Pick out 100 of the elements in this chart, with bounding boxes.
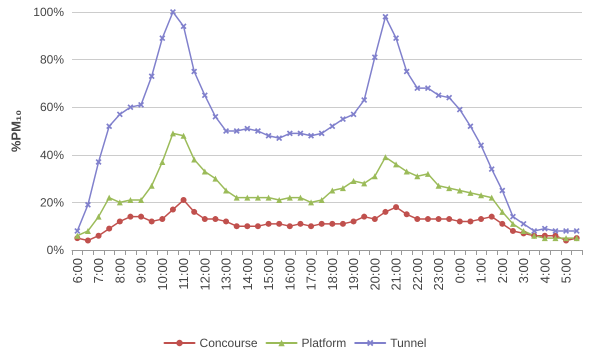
point bbox=[127, 104, 134, 110]
point bbox=[170, 130, 176, 136]
point bbox=[350, 111, 357, 118]
point bbox=[116, 111, 123, 118]
x-tick-label: 6:00 bbox=[70, 258, 85, 284]
point bbox=[361, 97, 368, 104]
point bbox=[191, 156, 198, 163]
point bbox=[424, 170, 431, 177]
point bbox=[456, 218, 463, 224]
point bbox=[446, 94, 452, 101]
y-tick-label: 20% bbox=[40, 195, 64, 210]
point bbox=[223, 128, 230, 134]
point bbox=[382, 154, 388, 160]
point bbox=[212, 216, 218, 222]
point bbox=[340, 220, 346, 227]
point bbox=[350, 218, 357, 224]
point bbox=[467, 190, 474, 196]
point bbox=[488, 166, 495, 172]
point bbox=[127, 214, 134, 220]
point bbox=[318, 197, 325, 204]
x-tick-label: 18:00 bbox=[324, 258, 340, 291]
point bbox=[499, 220, 506, 227]
point bbox=[382, 14, 388, 20]
y-tick-label: 60% bbox=[40, 100, 64, 114]
point bbox=[488, 194, 495, 201]
point bbox=[170, 9, 176, 15]
x-tick-label: 0:00 bbox=[452, 258, 468, 284]
x-tick-label: 13:00 bbox=[218, 258, 234, 291]
point bbox=[234, 194, 240, 201]
x-tick-label: 21:00 bbox=[388, 258, 404, 291]
y-tick-label: 80% bbox=[40, 52, 64, 67]
point bbox=[372, 216, 378, 222]
x-tick-label: 23:00 bbox=[431, 258, 446, 291]
point bbox=[138, 102, 144, 108]
legend-label: Platform bbox=[302, 336, 346, 350]
x-tick-label: 5:00 bbox=[558, 258, 574, 284]
point bbox=[297, 130, 304, 136]
point bbox=[372, 173, 378, 180]
point bbox=[244, 194, 250, 201]
point bbox=[520, 228, 527, 234]
y-tick-label: 0% bbox=[46, 243, 64, 257]
point bbox=[254, 128, 261, 134]
point bbox=[254, 223, 261, 230]
point bbox=[148, 73, 155, 80]
point bbox=[170, 206, 176, 213]
point bbox=[127, 197, 134, 204]
point bbox=[329, 123, 336, 130]
point bbox=[180, 132, 187, 139]
legend-label: Tunnel bbox=[390, 336, 426, 350]
point bbox=[116, 218, 123, 224]
point bbox=[478, 216, 484, 222]
point bbox=[286, 194, 293, 201]
point bbox=[318, 220, 325, 227]
point bbox=[393, 35, 400, 42]
x-tick-label: 20:00 bbox=[367, 258, 382, 291]
x-tick-label: 7:00 bbox=[91, 258, 106, 284]
point bbox=[404, 168, 410, 174]
point bbox=[361, 180, 368, 186]
point bbox=[191, 68, 198, 74]
point bbox=[159, 216, 166, 222]
point bbox=[393, 204, 400, 210]
x-tick-label: 2:00 bbox=[494, 258, 510, 284]
point bbox=[96, 158, 102, 165]
point bbox=[340, 116, 346, 122]
point bbox=[74, 232, 80, 239]
point bbox=[84, 228, 91, 234]
x-tick-label: 3:00 bbox=[516, 258, 532, 284]
point bbox=[286, 130, 293, 136]
point bbox=[404, 211, 410, 218]
point bbox=[148, 182, 155, 189]
point bbox=[297, 220, 304, 227]
point bbox=[488, 214, 495, 220]
point bbox=[308, 132, 314, 139]
x-tick-label: 16:00 bbox=[282, 258, 298, 291]
point bbox=[574, 228, 580, 234]
point bbox=[276, 220, 282, 227]
point bbox=[531, 228, 538, 234]
point bbox=[266, 194, 272, 201]
point bbox=[159, 35, 166, 42]
x-tick-label: 9:00 bbox=[134, 258, 149, 284]
point bbox=[372, 54, 378, 60]
point bbox=[350, 178, 357, 184]
point bbox=[478, 192, 484, 198]
point bbox=[424, 216, 431, 222]
point bbox=[138, 214, 144, 220]
point bbox=[74, 228, 80, 234]
point bbox=[266, 220, 272, 227]
point bbox=[266, 132, 272, 139]
point bbox=[286, 223, 293, 230]
point bbox=[361, 214, 368, 220]
x-tick-label: 1:00 bbox=[474, 258, 489, 284]
x-tick-label: 15:00 bbox=[261, 258, 276, 291]
point bbox=[180, 197, 187, 204]
point bbox=[510, 214, 516, 220]
point bbox=[329, 220, 336, 227]
point bbox=[96, 232, 102, 239]
point bbox=[308, 199, 314, 206]
point bbox=[478, 142, 484, 148]
legend-label: Concourse bbox=[200, 336, 258, 350]
point bbox=[244, 223, 250, 230]
